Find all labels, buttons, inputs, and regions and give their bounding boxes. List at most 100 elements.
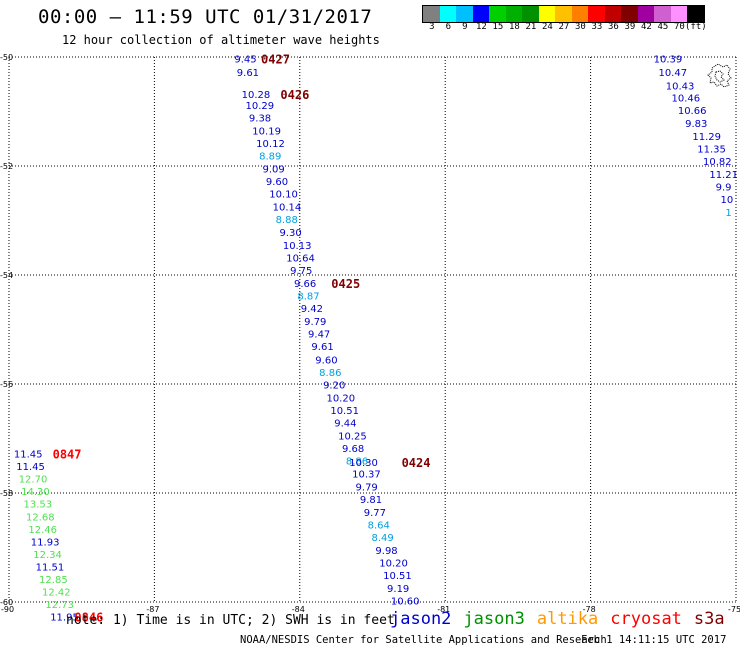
swh-value: 10.60 — [391, 597, 420, 608]
swh-value: 11.21 — [709, 170, 738, 181]
satellite-legend-item: jason2 — [390, 609, 452, 629]
lat-tick-label: -58 — [0, 489, 13, 498]
swh-value: 11.51 — [36, 562, 65, 573]
color-swatch — [439, 6, 456, 22]
swh-value: 11.45 — [14, 450, 43, 461]
lat-lon-grid — [8, 56, 737, 603]
swh-value: 10 — [720, 195, 733, 206]
swh-value: 9.68 — [342, 444, 364, 455]
swh-value: 10.13 — [283, 241, 312, 252]
swh-value: 12.46 — [28, 525, 57, 536]
lon-tick-label: -87 — [146, 605, 159, 614]
swh-value: 13.53 — [24, 500, 53, 511]
satellite-legend-item: altika — [536, 609, 599, 629]
swh-value: 9.20 — [323, 380, 345, 391]
swh-value: 9.42 — [301, 304, 323, 315]
lat-tick-label: -54 — [0, 271, 13, 280]
swh-value: 10.37 — [352, 470, 381, 481]
swh-value: 12.85 — [39, 575, 68, 586]
color-scale-label: (ft) — [685, 22, 707, 32]
swh-value: 9.19 — [387, 584, 409, 595]
credit-line: NOAA/NESDIS Center for Satellite Applica… — [240, 634, 607, 646]
lon-tick-label: -78 — [583, 605, 596, 614]
color-swatch — [670, 6, 687, 22]
swh-value: 10.46 — [672, 94, 701, 105]
swh-value: 9.77 — [364, 508, 386, 519]
generation-timestamp: Feb 1 14:11:15 UTC 2017 — [581, 634, 727, 646]
color-swatch — [571, 6, 588, 22]
swh-value: 9.81 — [360, 495, 382, 506]
satellite-legend: jason2 jason3 altika cryosat s3a — [390, 609, 737, 629]
color-swatch — [555, 6, 572, 22]
swh-value: 10.64 — [286, 253, 315, 264]
lon-tick-label: -90 — [1, 605, 14, 614]
swh-value: 10.29 — [246, 101, 275, 112]
color-swatch — [621, 6, 638, 22]
swh-value: 10.51 — [383, 571, 412, 582]
color-scale-labels: 3 6 9 12 15 18 21 24 27 30 33 36 39 42 45 70 (ft) — [422, 22, 737, 34]
footnote: note: 1) Time is in UTC; 2) SWH is in fe… — [66, 613, 395, 628]
axis-tick-labels: -90 -87 -84 -81 -78 -75 -50 -52 -54 -56 -58 -60 — [0, 53, 740, 614]
swh-value: 12.34 — [33, 550, 62, 561]
map-title: 00:00 – 11:59 UTC 01/31/2017 — [38, 6, 373, 28]
color-scale-label: 3 — [429, 22, 435, 32]
color-swatch — [456, 6, 473, 22]
swh-value: 8.86 — [319, 368, 341, 379]
lat-tick-label: -50 — [0, 53, 13, 62]
swh-value: 10.19 — [252, 126, 281, 137]
swh-value: 9.60 — [266, 177, 288, 188]
pass-time-label: 0427 — [261, 52, 290, 66]
swh-value: 10.20 — [326, 393, 355, 404]
swh-value: 10.14 — [273, 203, 302, 214]
swh-value: 11.93 — [31, 537, 60, 548]
swh-value: 14.30 — [21, 487, 50, 498]
pass-time-label: 0847 — [53, 448, 82, 462]
swh-value: 9.83 — [685, 119, 707, 130]
lat-tick-label: -60 — [0, 598, 13, 607]
swh-value: 8.88 — [276, 215, 298, 226]
swh-value: 11.45 — [16, 462, 45, 473]
swh-value: 12.73 — [45, 600, 74, 611]
swh-value: 9.98 — [375, 546, 397, 557]
color-swatch — [538, 6, 555, 22]
swh-value: 8.49 — [372, 533, 394, 544]
swh-value: 9.66 — [294, 279, 316, 290]
swh-value: 10.10 — [269, 190, 298, 201]
color-scale-label: 33 — [591, 22, 603, 32]
color-scale-label: 70 — [673, 22, 685, 32]
color-swatch — [604, 6, 621, 22]
color-scale-label: 15 — [492, 22, 504, 32]
color-scale-label: 24 — [541, 22, 553, 32]
satellite-legend-item: jason3 — [463, 609, 525, 629]
color-swatch — [423, 6, 440, 22]
color-scale-label: 39 — [624, 22, 636, 32]
color-swatch — [505, 6, 522, 22]
color-swatch — [522, 6, 539, 22]
swh-value: 10.30 — [349, 458, 378, 469]
swh-value: 9.75 — [290, 266, 312, 277]
color-scale-label: 12 — [475, 22, 487, 32]
pass-time-label: 0846 — [74, 611, 103, 625]
swh-value: 11.29 — [692, 132, 721, 143]
swh-value: 9.9 — [716, 183, 732, 194]
color-scale-label: 27 — [558, 22, 570, 32]
swh-value: 12.42 — [42, 587, 71, 598]
color-swatch — [588, 6, 605, 22]
color-swatch — [654, 6, 671, 22]
swh-value: 9.45 — [234, 54, 256, 65]
swh-value: 10.12 — [256, 139, 285, 150]
swh-value: 9.38 — [249, 113, 271, 124]
color-swatch — [472, 6, 489, 22]
swh-value: 10.51 — [330, 406, 359, 417]
swh-value: 8.89 — [259, 151, 281, 162]
swh-value: 9.61 — [237, 68, 259, 79]
lon-tick-label: -81 — [437, 605, 450, 614]
swh-value: 9.47 — [308, 330, 330, 341]
color-scale-label: 42 — [640, 22, 652, 32]
map-subtitle: 12 hour collection of altimeter wave hei… — [62, 33, 380, 47]
swh-value: 11.95 — [50, 613, 79, 624]
swh-value: 9.79 — [304, 317, 326, 328]
swh-value: 12.68 — [26, 512, 55, 523]
swh-value: 9.44 — [334, 419, 356, 430]
